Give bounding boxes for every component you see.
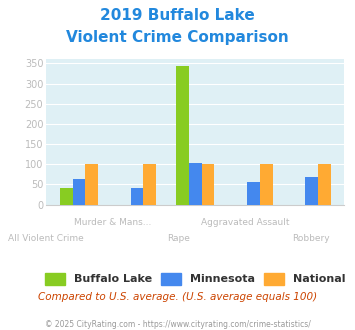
Bar	[318, 164, 331, 205]
Text: All Violent Crime: All Violent Crime	[8, 234, 84, 243]
Bar	[60, 188, 72, 205]
Bar	[131, 188, 143, 205]
Bar	[85, 164, 98, 205]
Text: © 2025 CityRating.com - https://www.cityrating.com/crime-statistics/: © 2025 CityRating.com - https://www.city…	[45, 320, 310, 329]
Text: Robbery: Robbery	[293, 234, 330, 243]
Bar	[260, 164, 273, 205]
Text: 2019 Buffalo Lake: 2019 Buffalo Lake	[100, 8, 255, 23]
Bar	[143, 164, 156, 205]
Bar	[247, 182, 260, 205]
Text: Violent Crime Comparison: Violent Crime Comparison	[66, 30, 289, 45]
Bar	[176, 66, 189, 205]
Bar	[305, 177, 318, 205]
Text: Compared to U.S. average. (U.S. average equals 100): Compared to U.S. average. (U.S. average …	[38, 292, 317, 302]
Text: Murder & Mans...: Murder & Mans...	[74, 218, 151, 227]
Legend: Buffalo Lake, Minnesota, National: Buffalo Lake, Minnesota, National	[41, 268, 350, 289]
Text: Aggravated Assault: Aggravated Assault	[201, 218, 289, 227]
Bar	[72, 179, 85, 205]
Text: Rape: Rape	[167, 234, 190, 243]
Bar	[202, 164, 214, 205]
Bar	[189, 163, 202, 205]
